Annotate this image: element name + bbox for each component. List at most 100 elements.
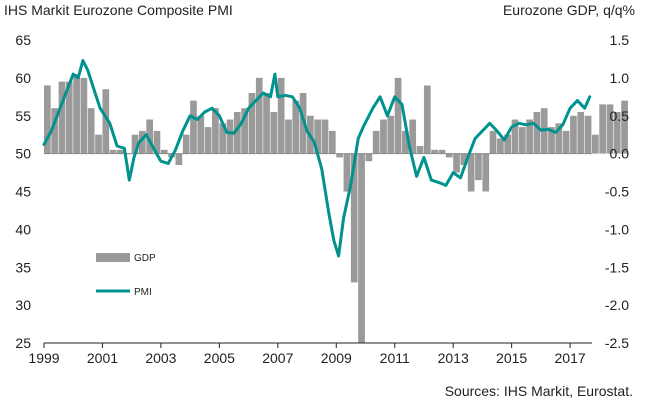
gdp-bar xyxy=(533,111,541,154)
x-tick-label: 2009 xyxy=(321,350,352,366)
gdp-bar xyxy=(416,146,424,154)
gdp-bar xyxy=(314,119,322,154)
gdp-bar xyxy=(87,108,95,154)
gdp-bar xyxy=(613,111,621,154)
gdp-bar xyxy=(321,119,329,154)
left-y-tick-label: 30 xyxy=(15,297,31,313)
gdp-bar xyxy=(489,130,497,154)
gdp-bar xyxy=(212,108,219,154)
gdp-bar xyxy=(58,81,66,154)
legend: GDP PMI xyxy=(96,253,156,298)
gdp-bar xyxy=(175,153,183,165)
gdp-bar xyxy=(131,134,139,154)
x-tick-label: 2001 xyxy=(87,350,118,366)
gdp-bar xyxy=(570,115,577,154)
gdp-bar xyxy=(219,123,227,154)
gdp-bar xyxy=(277,77,285,154)
left-y-tick-label: 35 xyxy=(15,259,31,275)
gdp-bar xyxy=(475,153,482,181)
gdp-bar xyxy=(138,130,146,154)
gdp-bar xyxy=(182,134,190,154)
gdp-bars xyxy=(44,74,628,343)
left-y-tick-label: 55 xyxy=(15,108,31,124)
right-y-tick-label: 0.5 xyxy=(610,108,630,124)
gdp-bar xyxy=(51,108,59,154)
gdp-bar xyxy=(402,130,409,154)
gdp-bar xyxy=(233,111,241,154)
gdp-bar xyxy=(292,100,300,154)
gdp-bar xyxy=(562,130,570,154)
legend-gdp-swatch xyxy=(96,253,130,262)
gdp-bar xyxy=(153,130,161,154)
chart-title-right: Eurozone GDP, q/q% xyxy=(502,2,635,18)
gdp-bar xyxy=(518,127,526,154)
gdp-bar xyxy=(146,119,153,154)
left-y-tick-label: 25 xyxy=(15,335,31,351)
pmi-line xyxy=(42,59,592,258)
gdp-bar xyxy=(621,100,628,154)
gdp-bar xyxy=(328,130,336,154)
left-y-tick-label: 45 xyxy=(15,184,31,200)
gdp-bar xyxy=(394,77,402,154)
right-y-tick-label: 1.5 xyxy=(610,32,630,48)
gdp-bar xyxy=(343,153,351,192)
right-y-axis-ticks: 1.5 1.0 0.5 0.0 -0.5 -1.0 -1.5 -2.0 -2.5 xyxy=(605,32,629,351)
right-y-tick-label: 0.0 xyxy=(610,146,630,162)
legend-gdp-label: GDP xyxy=(134,253,156,264)
gdp-bar xyxy=(358,153,365,343)
right-y-tick-label: -2.0 xyxy=(605,297,629,313)
x-tick-label: 2003 xyxy=(145,350,176,366)
right-y-tick-label: -2.5 xyxy=(605,335,629,351)
gdp-bar xyxy=(372,130,380,154)
gdp-bar xyxy=(497,138,504,154)
gdp-bar xyxy=(336,153,343,158)
gdp-bar xyxy=(555,123,563,154)
x-tick-label: 2007 xyxy=(262,350,293,366)
gdp-bar xyxy=(160,149,168,154)
gdp-bar xyxy=(248,93,256,154)
gdp-bar xyxy=(504,134,512,154)
gdp-bar xyxy=(65,81,73,154)
left-y-tick-label: 40 xyxy=(15,221,31,237)
left-y-axis-ticks: 65 60 55 50 45 40 35 30 25 xyxy=(15,32,31,351)
gdp-bar xyxy=(584,115,592,154)
gdp-bar xyxy=(431,149,438,154)
gdp-bar xyxy=(109,149,117,154)
gdp-bar xyxy=(592,134,599,154)
gdp-bar xyxy=(387,115,395,154)
x-tick-label: 2005 xyxy=(204,350,235,366)
gdp-bar xyxy=(380,119,387,154)
x-axis-ticks: 1999 2001 2003 2005 2007 2009 2011 2013 2015 2017 xyxy=(28,343,586,366)
gdp-bar xyxy=(102,89,110,154)
gdp-bar xyxy=(511,119,519,154)
gdp-bar xyxy=(44,85,51,154)
gdp-bar xyxy=(409,119,417,154)
gdp-bar xyxy=(482,153,490,192)
right-y-tick-label: -1.5 xyxy=(605,259,629,275)
right-y-tick-label: 1.0 xyxy=(610,70,630,86)
gdp-bar xyxy=(548,127,555,154)
gdp-bar xyxy=(365,153,373,162)
gdp-bar xyxy=(445,153,453,158)
gdp-bar xyxy=(526,119,533,154)
right-y-tick-label: -1.0 xyxy=(605,221,629,237)
gdp-bar xyxy=(606,104,614,154)
gdp-bar xyxy=(285,119,292,154)
left-y-tick-label: 50 xyxy=(15,146,31,162)
gdp-bar xyxy=(73,74,80,154)
gdp-bar xyxy=(460,153,468,165)
gdp-bar xyxy=(80,77,88,154)
gdp-bar xyxy=(226,119,234,154)
x-tick-label: 2013 xyxy=(438,350,469,366)
gdp-bar xyxy=(438,149,446,154)
gdp-bar xyxy=(270,111,278,154)
x-tick-label: 2015 xyxy=(496,350,527,366)
gdp-bar xyxy=(204,127,212,154)
left-y-tick-label: 65 xyxy=(15,32,31,48)
chart-title-left: IHS Markit Eurozone Composite PMI xyxy=(4,2,233,18)
gdp-bar xyxy=(599,104,607,154)
legend-pmi-label: PMI xyxy=(134,287,152,298)
gdp-bar xyxy=(577,111,585,154)
gdp-bar xyxy=(241,108,248,154)
